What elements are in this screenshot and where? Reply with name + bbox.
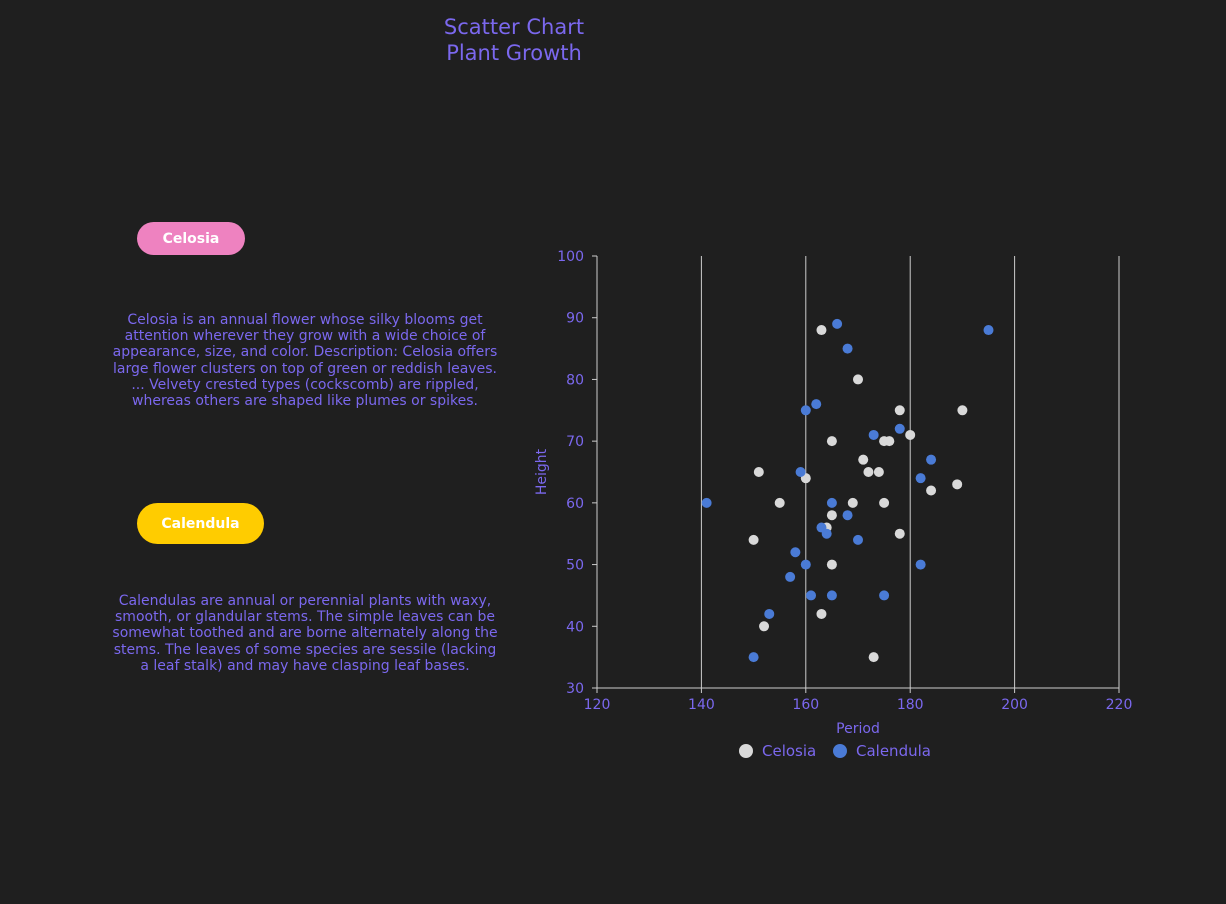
calendula-badge[interactable]: Calendula	[137, 503, 264, 544]
celosia-point	[894, 528, 905, 539]
celosia-legend-marker	[739, 744, 753, 758]
calendula-point	[811, 399, 822, 410]
celosia-point	[816, 325, 827, 336]
celosia-point	[826, 436, 837, 447]
celosia-point	[884, 436, 895, 447]
page-title-line-2: Plant Growth	[446, 41, 582, 65]
page-title: Scatter Chart Plant Growth	[334, 14, 694, 66]
x-tick-label: 160	[792, 697, 819, 713]
y-tick-label: 30	[566, 681, 584, 697]
scatter-chart: 120 140 160 180 200 220 30 40 50 60 70 80 90 100 Perio…	[534, 249, 1133, 760]
celosia-badge[interactable]: Celosia	[137, 222, 245, 255]
celosia-point	[894, 405, 905, 416]
celosia-point	[868, 652, 879, 663]
calendula-point	[806, 590, 817, 601]
calendula-point	[879, 590, 890, 601]
celosia-point	[753, 467, 764, 477]
calendula-point	[842, 510, 853, 521]
celosia-description: Celosia is an annual flower whose silky …	[112, 312, 498, 410]
calendula-point	[983, 325, 994, 336]
calendula-legend-label: Calendula	[856, 742, 931, 760]
y-tick-label: 70	[566, 434, 584, 450]
celosia-point	[847, 497, 858, 508]
calendula-description: Calendulas are annual or perennial plant…	[112, 593, 498, 674]
celosia-point	[748, 534, 759, 545]
calendula-point	[926, 454, 937, 465]
calendula-point	[915, 473, 926, 484]
celosia-point	[826, 510, 837, 521]
x-axis-title: Period	[836, 721, 880, 737]
celosia-point	[952, 479, 963, 490]
y-tick-label: 80	[566, 372, 584, 388]
x-tick-label: 220	[1106, 697, 1133, 713]
celosia-point	[926, 485, 937, 496]
x-tick-label: 200	[1001, 697, 1028, 713]
celosia-point	[873, 467, 884, 477]
calendula-point	[764, 608, 775, 619]
page-title-line-1: Scatter Chart	[443, 15, 585, 39]
y-tick-label: 90	[566, 311, 584, 327]
calendula-point	[842, 343, 853, 354]
celosia-point	[905, 429, 916, 440]
calendula-point	[832, 318, 843, 329]
calendula-point	[790, 547, 801, 558]
calendula-point	[821, 528, 832, 539]
calendula-point	[894, 423, 905, 434]
celosia-point	[826, 559, 837, 570]
y-tick-label: 100	[557, 249, 584, 265]
calendula-point	[826, 497, 837, 508]
calendula-point	[800, 559, 811, 570]
calendula-point	[915, 559, 926, 570]
calendula-point	[701, 497, 712, 508]
calendula-point	[748, 652, 759, 663]
celosia-point	[879, 497, 890, 508]
celosia-point	[858, 454, 869, 465]
x-tick-label: 180	[897, 697, 924, 713]
calendula-point	[853, 534, 863, 545]
y-tick-label: 60	[566, 496, 584, 512]
x-tick-label: 140	[688, 697, 715, 713]
celosia-point	[816, 608, 827, 619]
celosia-point	[759, 621, 770, 632]
celosia-point	[853, 374, 863, 385]
celosia-point	[957, 405, 968, 416]
y-tick-label: 40	[566, 619, 584, 635]
calendula-point	[785, 571, 796, 582]
celosia-point	[774, 497, 785, 508]
calendula-legend-marker	[833, 744, 847, 758]
calendula-point	[800, 405, 811, 416]
y-axis-title: Height	[534, 448, 550, 495]
celosia-point	[863, 467, 874, 477]
calendula-point	[868, 429, 879, 440]
calendula-point	[826, 590, 837, 601]
celosia-legend-label: Celosia	[762, 742, 816, 760]
calendula-point	[795, 467, 806, 477]
y-tick-label: 50	[566, 558, 584, 574]
x-tick-label: 120	[584, 697, 611, 713]
